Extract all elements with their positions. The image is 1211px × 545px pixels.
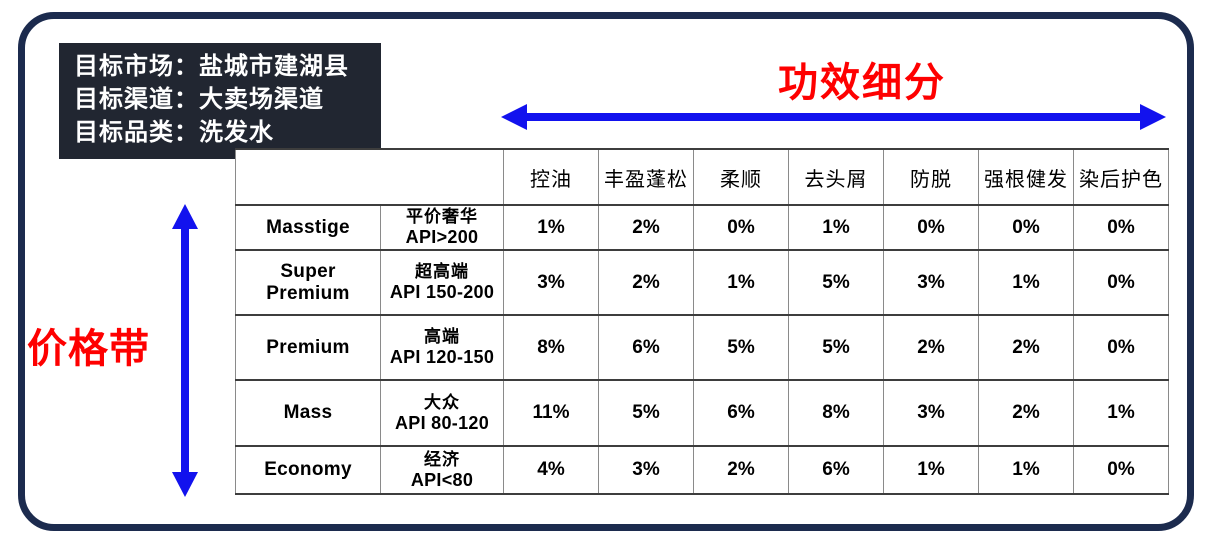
value-cell: 1%: [503, 204, 599, 251]
segment-cell: 平价奢华 API>200: [380, 204, 504, 251]
value-cell: 0%: [1073, 445, 1169, 495]
segment-name-cn: 平价奢华: [406, 207, 478, 227]
column-header-anti-dandruff: 去头屑: [788, 148, 884, 206]
value-cell: 0%: [693, 204, 789, 251]
target-category-line: 目标品类：洗发水: [74, 119, 274, 146]
segment-name-cn: 大众: [424, 392, 460, 413]
value-cell: 8%: [788, 379, 884, 447]
segment-cell: 大众 API 80-120: [380, 379, 504, 447]
value-cell: 2%: [598, 204, 694, 251]
segment-api-range: API>200: [405, 227, 479, 247]
tier-label: Economy: [235, 445, 381, 495]
value-cell: 8%: [503, 314, 599, 381]
header-row: 控油 丰盈蓬松 柔顺 去头屑 防脱 强根健发 染后护色: [235, 148, 1169, 206]
value-cell: 2%: [693, 445, 789, 495]
segment-name-cn: 经济: [424, 449, 460, 470]
segment-api-range: API 80-120: [394, 412, 490, 433]
segment-api-range: API<80: [410, 469, 474, 490]
value-cell: 3%: [883, 379, 979, 447]
value-cell: 2%: [598, 249, 694, 316]
value-cell: 0%: [1073, 204, 1169, 251]
value-cell: 5%: [788, 249, 884, 316]
table-row-economy: Economy 经济 API<80 4% 3% 2% 6% 1% 1% 0%: [235, 445, 1169, 495]
value-cell: 2%: [978, 314, 1074, 381]
tier-label: Super Premium: [235, 249, 381, 316]
target-channel-line: 目标渠道：大卖场渠道: [74, 86, 324, 113]
segment-api-range: API 150-200: [389, 282, 495, 302]
segment-api-range: API 120-150: [389, 347, 495, 367]
value-cell: 0%: [1073, 249, 1169, 316]
segmentation-matrix-table: 控油 丰盈蓬松 柔顺 去头屑 防脱 强根健发 染后护色 Masstige 平价奢…: [235, 148, 1169, 495]
column-header-smoothing: 柔顺: [693, 148, 789, 206]
value-cell: 3%: [883, 249, 979, 316]
tier-label: Premium: [235, 314, 381, 381]
value-cell: 0%: [978, 204, 1074, 251]
value-cell: 1%: [978, 249, 1074, 316]
segment-cell: 超高端 API 150-200: [380, 249, 504, 316]
value-cell: 1%: [693, 249, 789, 316]
column-header-anti-hairloss: 防脱: [883, 148, 979, 206]
value-cell: 2%: [883, 314, 979, 381]
target-info-panel: 目标市场：盐城市建湖县 目标渠道：大卖场渠道 目标品类：洗发水: [59, 43, 381, 159]
column-header-volumizing: 丰盈蓬松: [598, 148, 694, 206]
value-cell: 3%: [598, 445, 694, 495]
value-cell: 6%: [788, 445, 884, 495]
tier-label: Mass: [235, 379, 381, 447]
segment-name-cn: 超高端: [415, 262, 469, 282]
value-cell: 0%: [883, 204, 979, 251]
segment-cell: 经济 API<80: [380, 445, 504, 495]
value-cell: 6%: [693, 379, 789, 447]
table-row-mass: Mass 大众 API 80-120 11% 5% 6% 8% 3% 2% 1%: [235, 379, 1169, 447]
value-cell: 0%: [1073, 314, 1169, 381]
table-row-super-premium: Super Premium 超高端 API 150-200 3% 2% 1% 5…: [235, 249, 1169, 316]
value-cell: 3%: [503, 249, 599, 316]
slide-border-frame: [18, 12, 1194, 531]
column-header-oil-control: 控油: [503, 148, 599, 206]
value-cell: 2%: [978, 379, 1074, 447]
target-market-line: 目标市场：盐城市建湖县: [74, 53, 349, 80]
value-cell: 1%: [883, 445, 979, 495]
segment-name-cn: 高端: [424, 327, 460, 347]
value-cell: 1%: [788, 204, 884, 251]
price-axis-title: 价格带: [27, 327, 150, 371]
tier-label: Masstige: [235, 204, 381, 251]
value-cell: 6%: [598, 314, 694, 381]
value-cell: 4%: [503, 445, 599, 495]
value-cell: 5%: [788, 314, 884, 381]
value-cell: 1%: [978, 445, 1074, 495]
segment-cell: 高端 API 120-150: [380, 314, 504, 381]
value-cell: 1%: [1073, 379, 1169, 447]
value-cell: 11%: [503, 379, 599, 447]
table-row-masstige: Masstige 平价奢华 API>200 1% 2% 0% 1% 0% 0% …: [235, 204, 1169, 251]
column-header-color-protect: 染后护色: [1073, 148, 1169, 206]
table-row-premium: Premium 高端 API 120-150 8% 6% 5% 5% 2% 2%…: [235, 314, 1169, 381]
column-header-root-strengthening: 强根健发: [978, 148, 1074, 206]
matrix-corner-blank: [235, 148, 504, 206]
function-axis-title: 功效细分: [778, 61, 946, 105]
value-cell: 5%: [693, 314, 789, 381]
value-cell: 5%: [598, 379, 694, 447]
